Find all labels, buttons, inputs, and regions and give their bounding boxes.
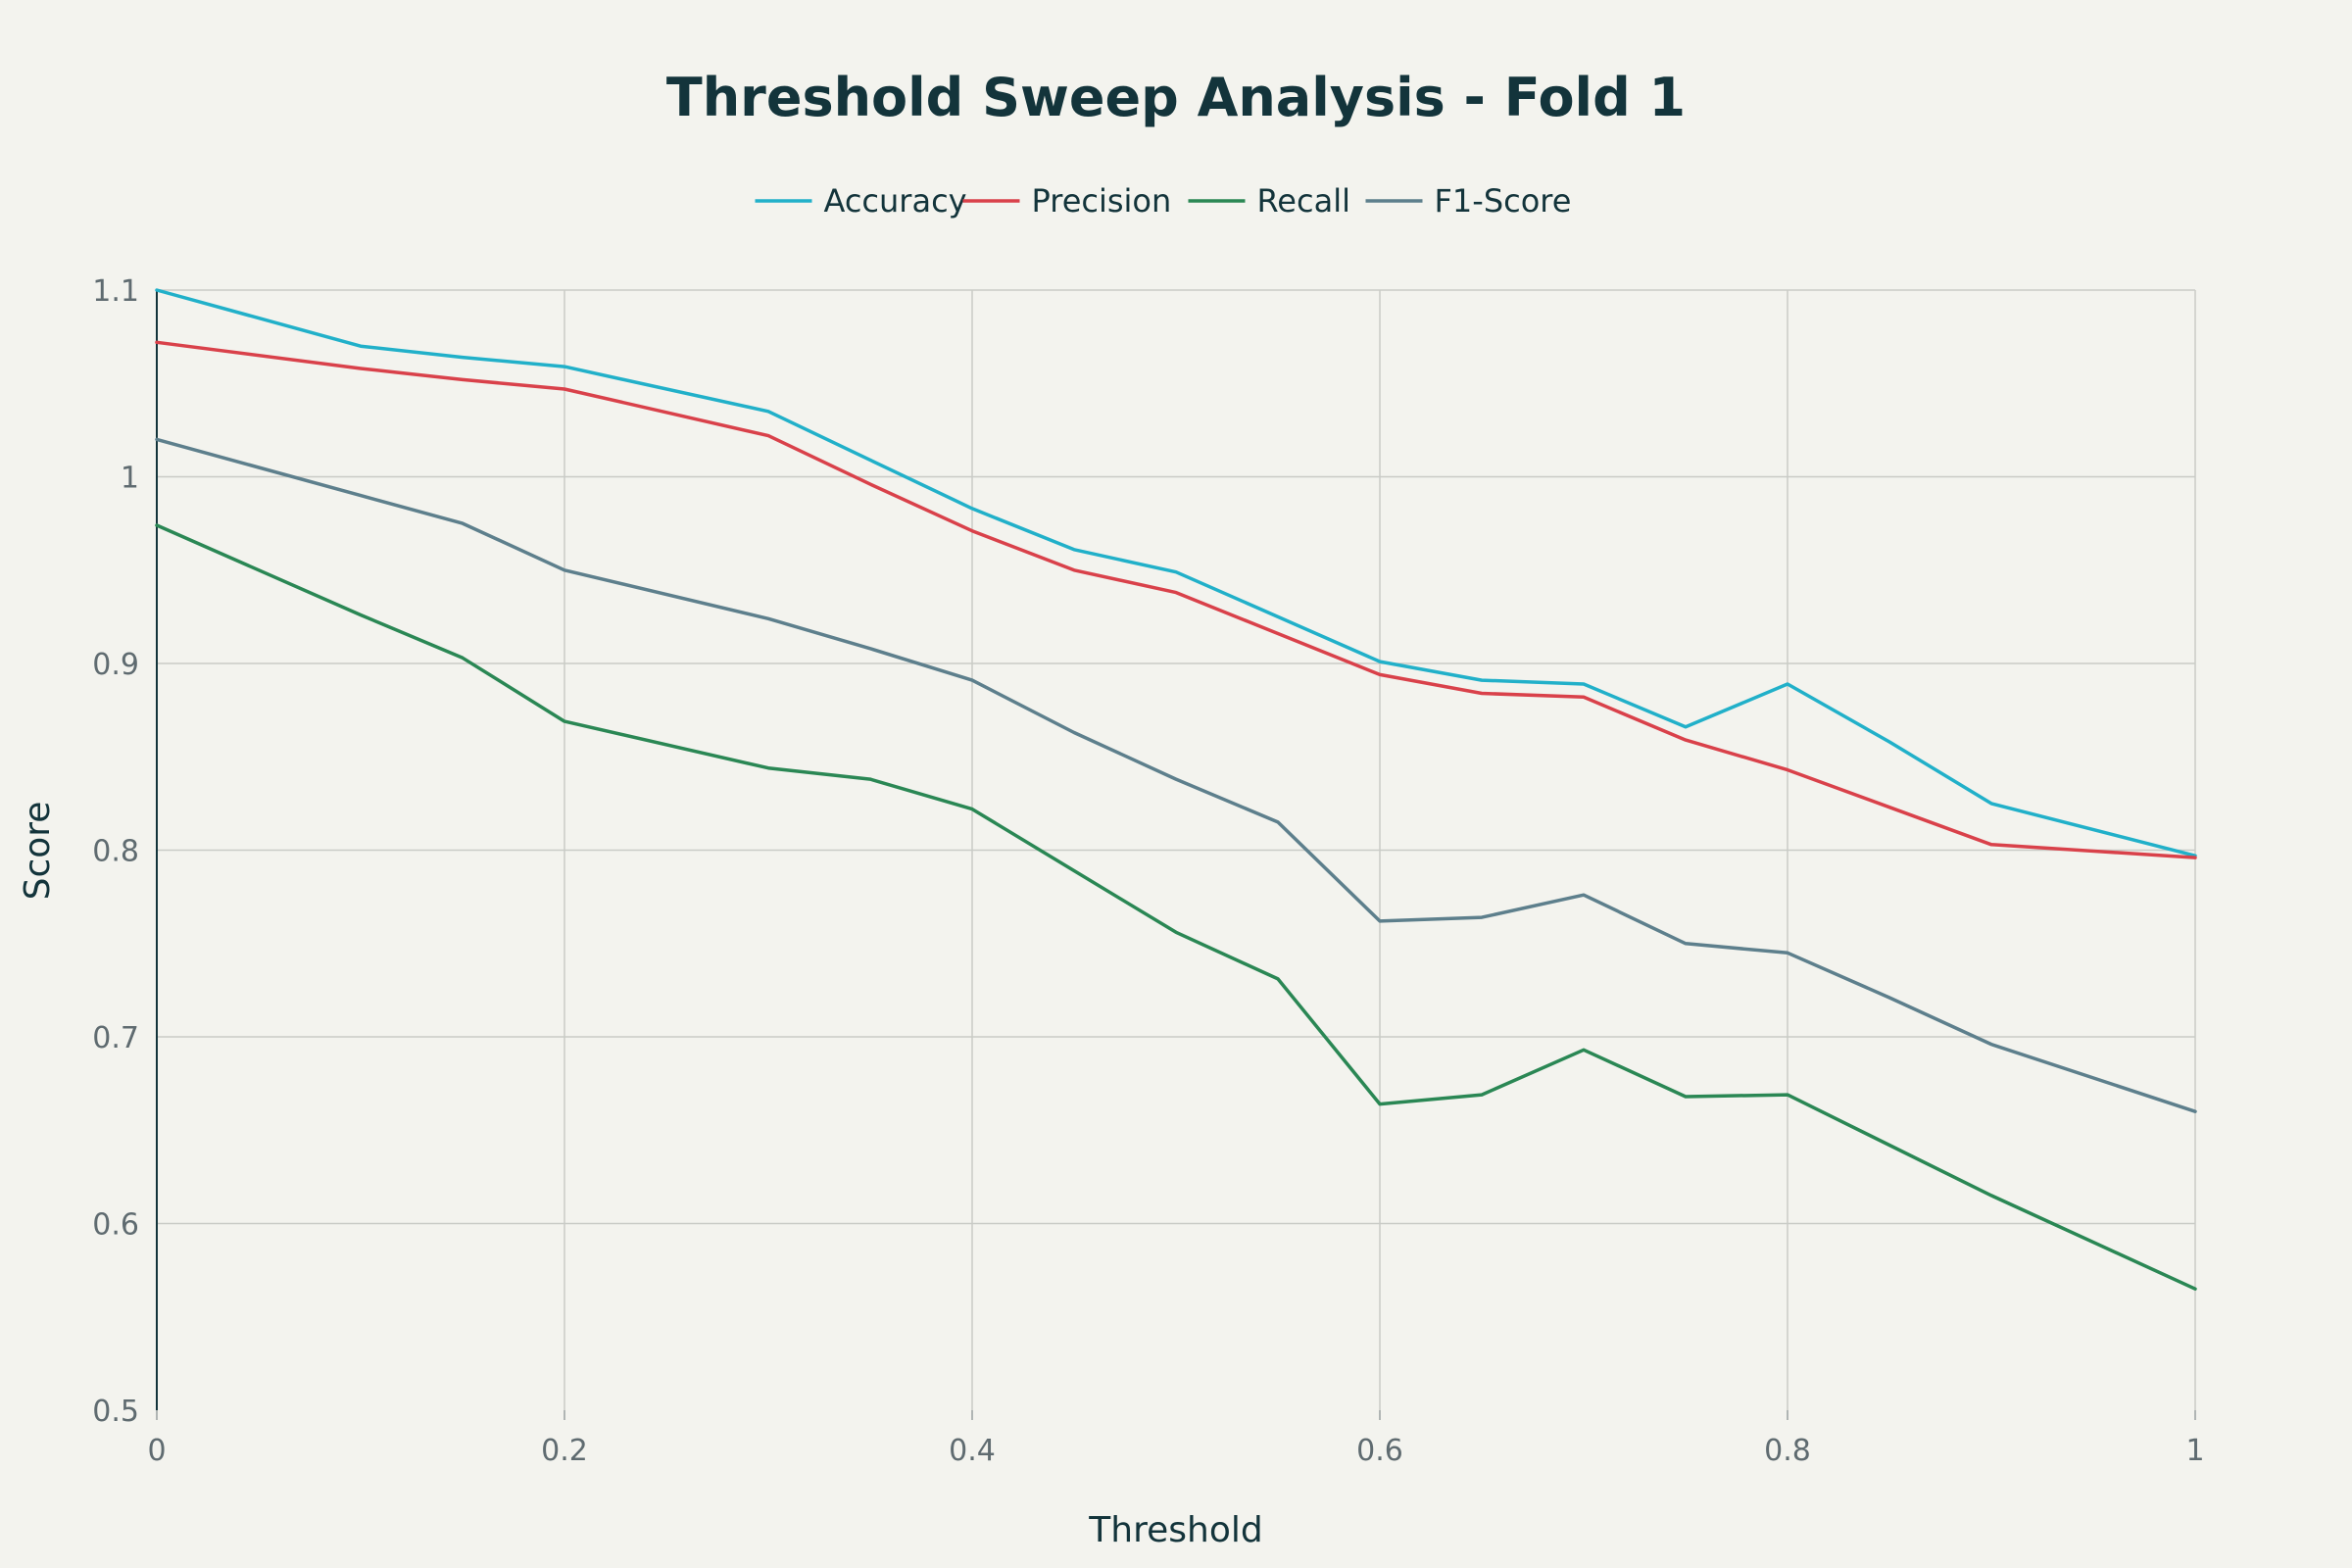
x-tick-label: 0 — [147, 1434, 166, 1468]
series-line-precision — [155, 340, 2197, 859]
series-group — [155, 288, 2197, 1291]
y-tick-label: 0.8 — [92, 835, 139, 869]
series-line-f1-score — [155, 437, 2197, 1113]
legend-item-accuracy[interactable]: Accuracy — [755, 182, 967, 220]
legend-label: Recall — [1257, 182, 1350, 220]
legend: Accuracy Precision Recall F1-Score — [755, 182, 1572, 220]
legend-label: Precision — [1032, 182, 1172, 220]
legend-label: Accuracy — [824, 182, 967, 220]
y-axis-title: Score — [18, 802, 58, 901]
y-axis-ticks: 0.5 0.6 0.7 0.8 0.9 1 1.1 — [92, 274, 139, 1429]
series-line-recall — [155, 523, 2197, 1291]
chart-title: Threshold Sweep Analysis - Fold 1 — [666, 67, 1686, 128]
legend-item-f1-score[interactable]: F1-Score — [1365, 182, 1572, 220]
x-tick-label: 0.2 — [541, 1434, 588, 1468]
legend-item-recall[interactable]: Recall — [1188, 182, 1350, 220]
x-tick-label: 0.8 — [1764, 1434, 1811, 1468]
grid — [157, 289, 2196, 1410]
series-line-accuracy — [155, 288, 2197, 858]
x-tick-label: 0.4 — [949, 1434, 996, 1468]
x-tick-label: 0.6 — [1356, 1434, 1403, 1468]
legend-label: F1-Score — [1435, 182, 1572, 220]
legend-item-precision[interactable]: Precision — [962, 182, 1172, 220]
y-tick-label: 0.6 — [92, 1208, 139, 1243]
y-tick-label: 1 — [121, 462, 139, 496]
y-tick-label: 0.9 — [92, 648, 139, 682]
y-tick-label: 0.7 — [92, 1021, 139, 1055]
y-tick-label: 0.5 — [92, 1395, 139, 1429]
x-axis-ticks: 0 0.2 0.4 0.6 0.8 1 — [147, 1410, 2205, 1468]
x-axis-title: Threshold — [1088, 1510, 1262, 1550]
x-tick-label: 1 — [2185, 1434, 2204, 1468]
y-tick-label: 1.1 — [92, 274, 139, 309]
